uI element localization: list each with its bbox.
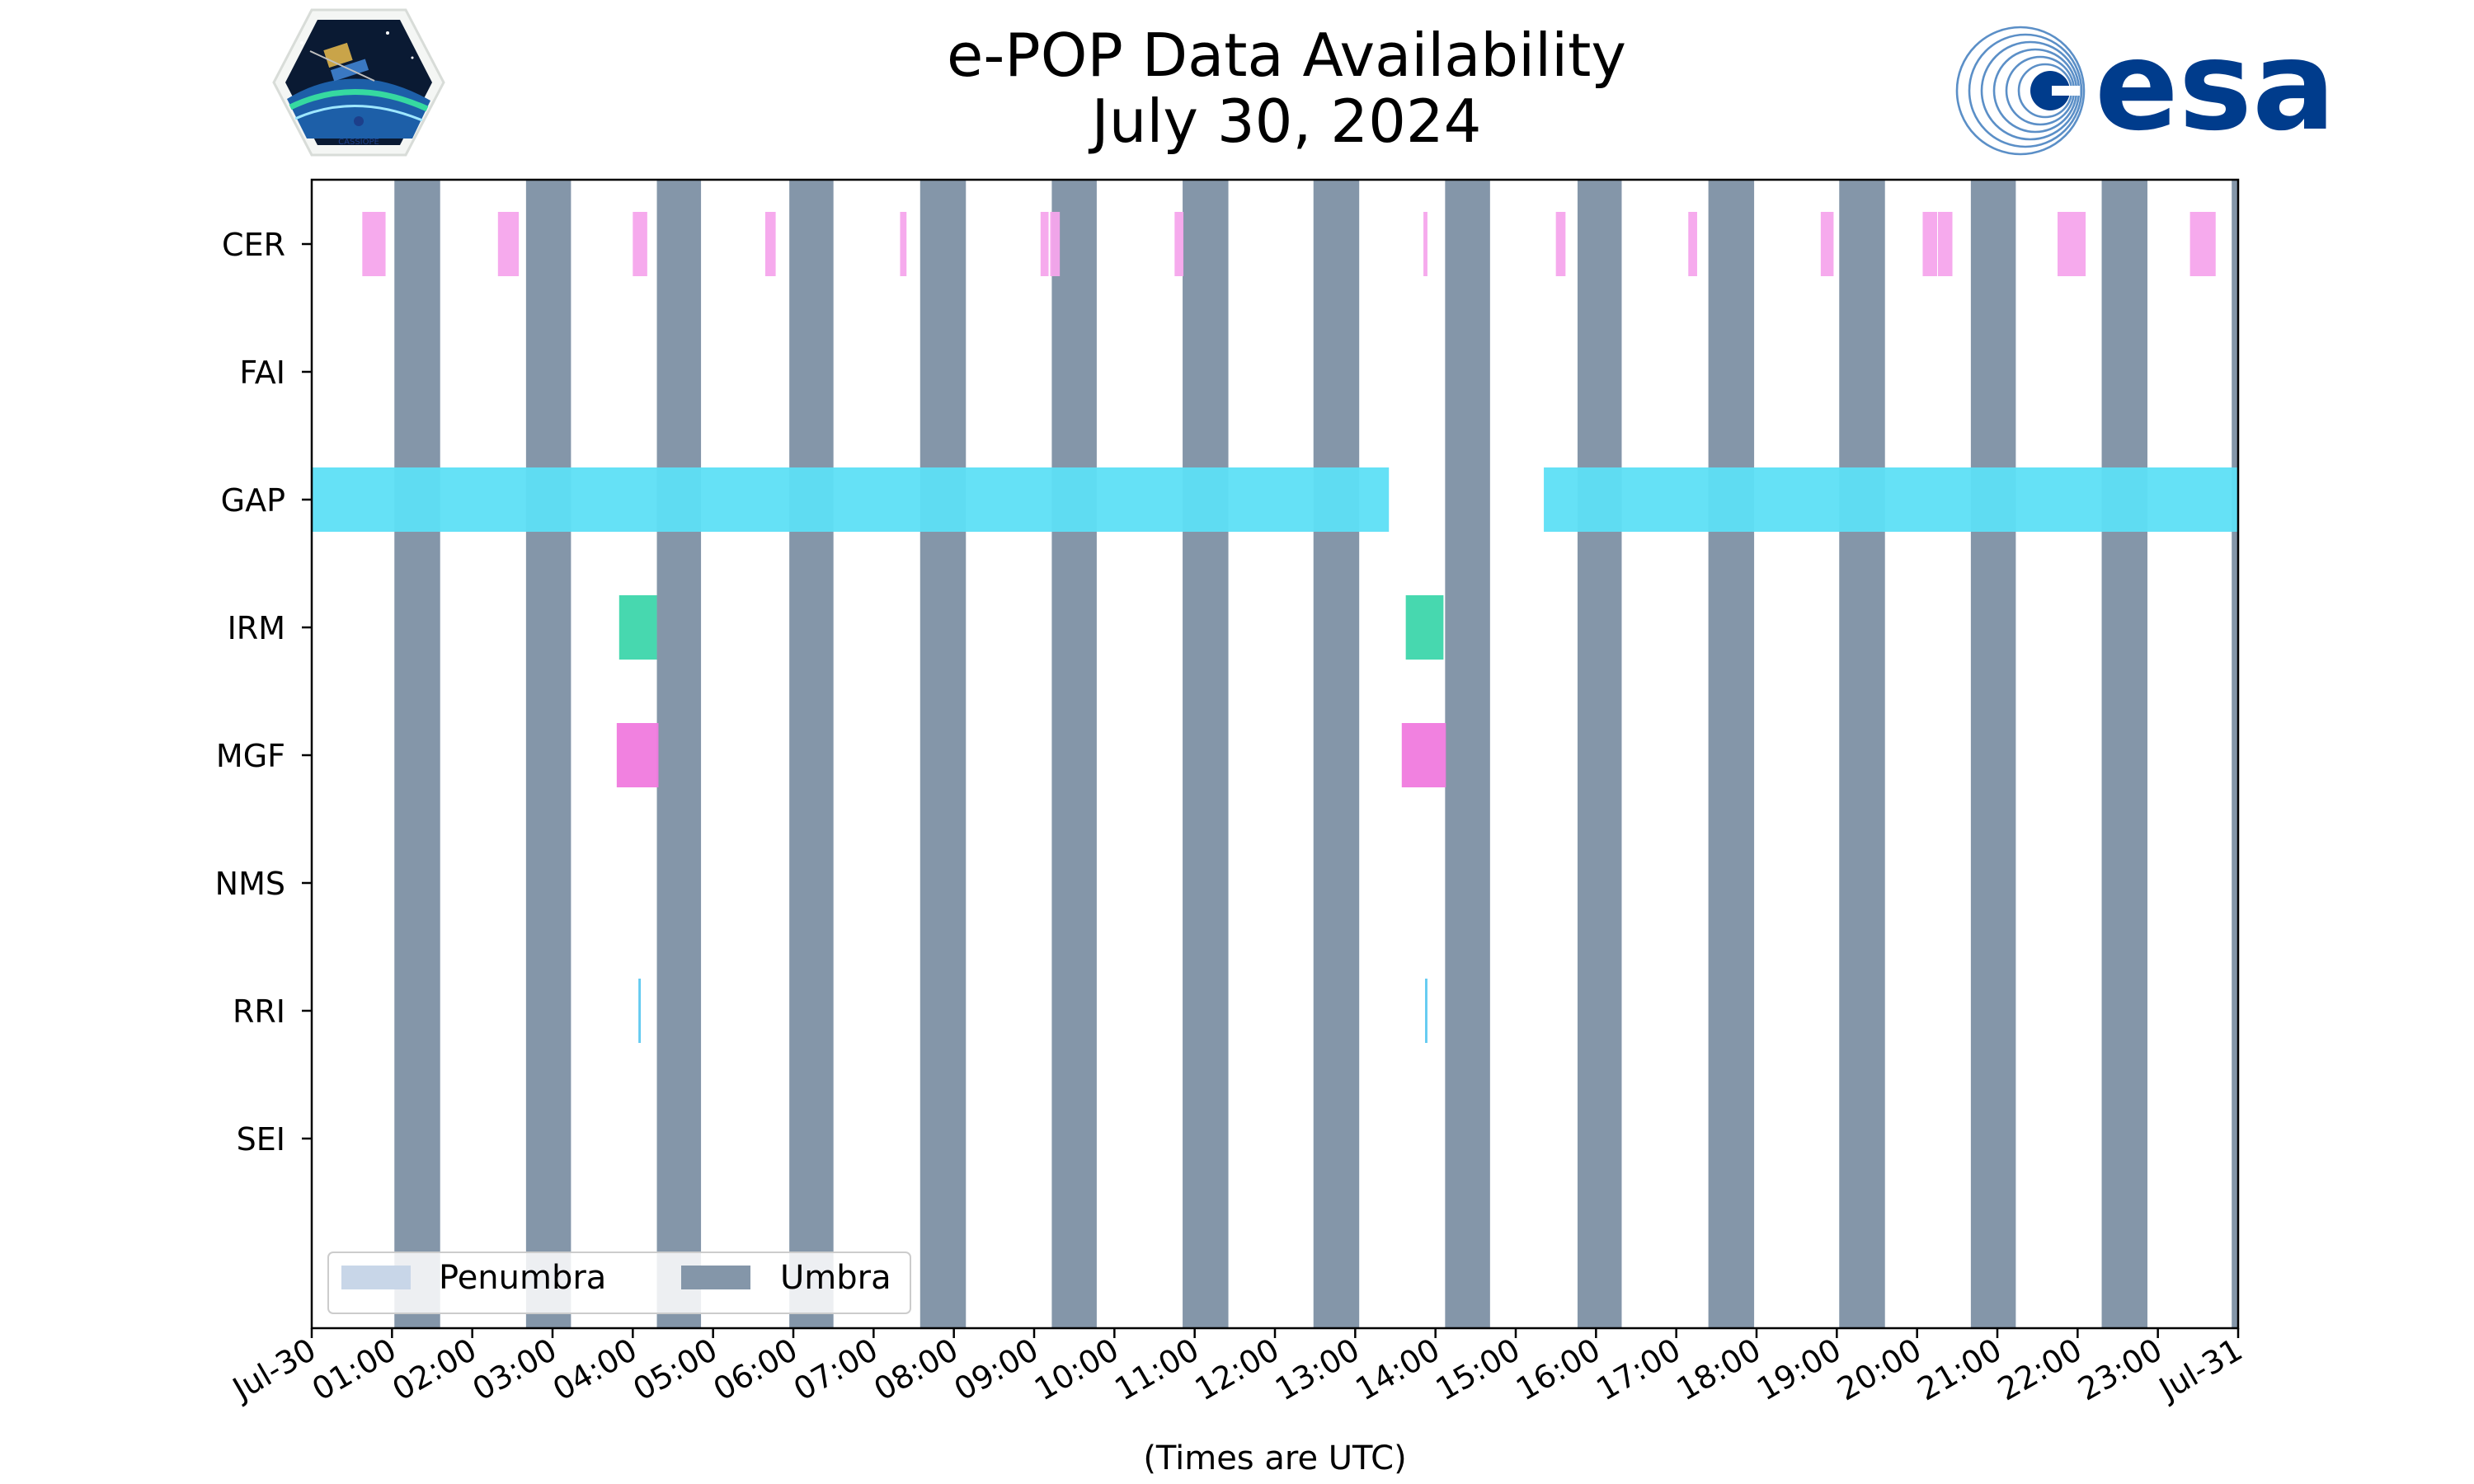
x-tick-label: 03:00 bbox=[467, 1331, 563, 1408]
cer-availability-bar bbox=[2058, 212, 2086, 276]
umbra-band bbox=[1708, 180, 1755, 1328]
legend: Penumbra Umbra bbox=[327, 1252, 911, 1314]
y-tick-label-gap: GAP bbox=[221, 482, 285, 519]
y-tick-label-mgf: MGF bbox=[216, 738, 285, 774]
cer-availability-bar bbox=[1688, 212, 1697, 276]
umbra-band bbox=[656, 180, 702, 1328]
irm-availability-bar bbox=[618, 595, 657, 660]
cer-availability-bar bbox=[2189, 212, 2216, 276]
mgf-availability-bar bbox=[616, 723, 659, 787]
legend-penumbra-swatch bbox=[341, 1266, 411, 1289]
umbra-band bbox=[394, 180, 440, 1328]
umbra-band bbox=[789, 180, 834, 1328]
x-tick-label: Jul-31 bbox=[2152, 1331, 2248, 1408]
x-tick-label: 07:00 bbox=[788, 1331, 884, 1408]
legend-umbra-swatch bbox=[681, 1266, 750, 1289]
x-tick-label: 12:00 bbox=[1189, 1331, 1286, 1408]
gap-availability-bar bbox=[1544, 467, 2238, 532]
x-tick-label: 09:00 bbox=[948, 1331, 1045, 1408]
x-tick-label: 10:00 bbox=[1028, 1331, 1125, 1408]
x-axis: Jul-3001:0002:0003:0004:0005:0006:0007:0… bbox=[225, 1328, 2249, 1408]
y-axis: CER FAI GAP IRM MGF NMS RRI SEI bbox=[215, 227, 312, 1158]
x-tick-label: 04:00 bbox=[547, 1331, 643, 1408]
rri-availability-bar bbox=[638, 979, 642, 1043]
cer-availability-bar bbox=[1423, 212, 1427, 276]
cer-availability-bar bbox=[1555, 212, 1566, 276]
irm-availability-bar bbox=[1405, 595, 1444, 660]
cer-availability-bar bbox=[1937, 212, 1953, 276]
x-axis-label: (Times are UTC) bbox=[1143, 1439, 1406, 1477]
umbra-band bbox=[2232, 180, 2238, 1328]
x-tick-label: 14:00 bbox=[1349, 1331, 1446, 1408]
rri-availability-bar bbox=[1425, 979, 1427, 1043]
x-tick-label: 19:00 bbox=[1751, 1331, 1847, 1408]
x-tick-label: 05:00 bbox=[627, 1331, 723, 1408]
gap-availability-bar bbox=[312, 467, 1390, 532]
cassiope-mission-patch-icon: CASSIOPE bbox=[272, 8, 445, 157]
cassiope-caption: CASSIOPE bbox=[338, 138, 379, 147]
umbra-band bbox=[2101, 180, 2148, 1328]
cer-availability-bar bbox=[1922, 212, 1937, 276]
chart-title-line2: July 30, 2024 bbox=[1089, 87, 1482, 156]
umbra-band bbox=[1577, 180, 1622, 1328]
legend-frame bbox=[327, 1252, 911, 1314]
series-layer bbox=[312, 212, 2238, 1043]
x-tick-label: 08:00 bbox=[868, 1331, 964, 1408]
umbra-layer bbox=[394, 180, 2238, 1328]
cer-availability-bar bbox=[497, 212, 520, 276]
plot-background bbox=[312, 180, 2238, 1328]
x-tick-label: 16:00 bbox=[1510, 1331, 1606, 1408]
cer-availability-bar bbox=[764, 212, 776, 276]
x-tick-label: 06:00 bbox=[708, 1331, 804, 1408]
y-tick-label-sei: SEI bbox=[237, 1121, 285, 1158]
y-tick-label-cer: CER bbox=[222, 227, 285, 263]
legend-penumbra-label: Penumbra bbox=[439, 1259, 606, 1297]
cer-availability-bar bbox=[633, 212, 647, 276]
x-tick-label: 17:00 bbox=[1590, 1331, 1686, 1408]
y-tick-label-nms: NMS bbox=[215, 866, 285, 902]
x-tick-label: 15:00 bbox=[1430, 1331, 1526, 1408]
x-tick-label: 22:00 bbox=[1992, 1331, 2088, 1408]
x-tick-label: 02:00 bbox=[386, 1331, 482, 1408]
y-tick-label-irm: IRM bbox=[228, 610, 285, 646]
legend-umbra-label: Umbra bbox=[780, 1259, 891, 1297]
esa-wordmark: esa bbox=[2095, 15, 2335, 158]
umbra-band bbox=[1051, 180, 1097, 1328]
umbra-band bbox=[920, 180, 967, 1328]
umbra-band bbox=[1970, 180, 2016, 1328]
x-tick-label: 18:00 bbox=[1671, 1331, 1767, 1408]
umbra-band bbox=[525, 180, 571, 1328]
y-tick-label-rri: RRI bbox=[233, 993, 285, 1030]
chart-title-line1: e-POP Data Availability bbox=[947, 21, 1626, 90]
x-tick-label: 01:00 bbox=[306, 1331, 402, 1408]
x-tick-label: 11:00 bbox=[1108, 1331, 1205, 1408]
x-tick-label: 20:00 bbox=[1831, 1331, 1927, 1408]
x-tick-label: 13:00 bbox=[1269, 1331, 1366, 1408]
cer-availability-bar bbox=[1820, 212, 1834, 276]
y-tick-label-fai: FAI bbox=[239, 355, 285, 391]
cer-availability-bar bbox=[1040, 212, 1049, 276]
umbra-band bbox=[1313, 180, 1360, 1328]
x-tick-label: Jul-30 bbox=[225, 1331, 322, 1408]
cer-availability-bar bbox=[1050, 212, 1061, 276]
umbra-band bbox=[1445, 180, 1490, 1328]
x-tick-label: 21:00 bbox=[1912, 1331, 2008, 1408]
cer-availability-bar bbox=[362, 212, 386, 276]
x-tick-label: 23:00 bbox=[2072, 1331, 2168, 1408]
umbra-band bbox=[1183, 180, 1229, 1328]
cer-availability-bar bbox=[900, 212, 907, 276]
mgf-availability-bar bbox=[1401, 723, 1446, 787]
esa-logo-icon: esa bbox=[1955, 15, 2335, 158]
umbra-band bbox=[1839, 180, 1885, 1328]
cer-availability-bar bbox=[1174, 212, 1184, 276]
